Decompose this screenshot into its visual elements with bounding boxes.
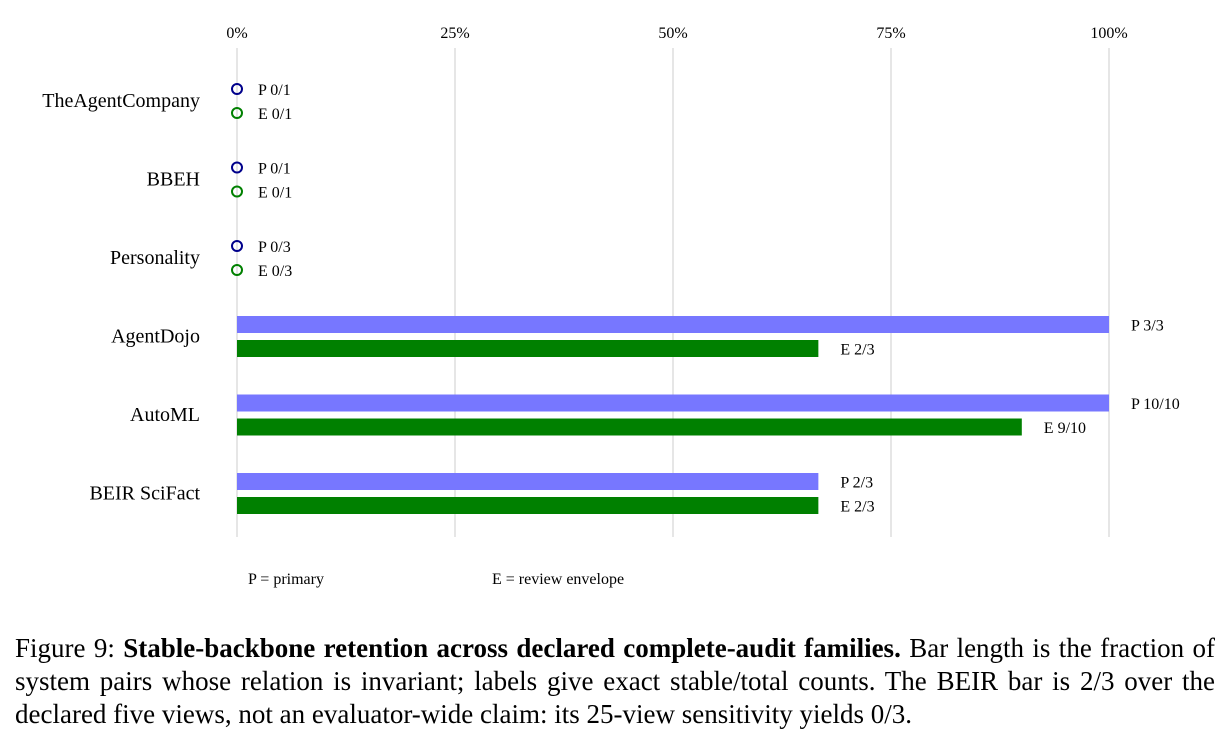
caption-prefix: Figure 9: (15, 633, 124, 663)
bar-value-label: P 10/10 (1131, 396, 1180, 413)
bar-value-label: P 0/3 (258, 239, 291, 256)
zero-marker-e (231, 264, 243, 276)
category-label: Personality (110, 247, 200, 269)
x-tick-label: 100% (1090, 25, 1127, 42)
caption-body: Bar length is the fraction of system pai… (15, 633, 1215, 729)
bar-value-label: E 2/3 (840, 342, 874, 359)
bar-value-label: E 0/1 (258, 106, 292, 123)
x-tick-label: 50% (658, 25, 687, 42)
bar-value-label: P 0/1 (258, 82, 291, 99)
bar-e (237, 497, 819, 514)
bar-value-label: E 0/1 (258, 185, 292, 202)
bar-p (237, 473, 819, 490)
category-label: BEIR SciFact (89, 483, 200, 505)
legend-entry: P = primary (248, 571, 324, 588)
category-label: TheAgentCompany (42, 90, 200, 112)
x-tick-label: 0% (226, 25, 247, 42)
bar-p (237, 394, 1109, 412)
bar-e (237, 418, 1022, 436)
legend-entry: E = review envelope (492, 571, 624, 588)
x-tick-label: 75% (876, 25, 905, 42)
zero-marker-e (231, 107, 243, 119)
bar-value-label: P 0/1 (258, 161, 291, 178)
x-tick-label: 25% (440, 25, 469, 42)
bar-value-label: E 9/10 (1044, 420, 1086, 437)
caption-title: Stable-backbone retention across declare… (123, 633, 901, 663)
chart: 0% 25% 50% 75% 100% TheAgentCompany P 0/1 E 0/1… (42, 25, 1180, 588)
bar-value-label: E 0/3 (258, 263, 292, 280)
bar-p (237, 316, 1109, 333)
category-label: AutoML (130, 404, 200, 426)
bar-value-label: P 2/3 (840, 475, 873, 492)
zero-marker-p (231, 83, 243, 95)
category-label: AgentDojo (111, 326, 200, 348)
category-label: BBEH (147, 169, 200, 191)
figure-caption: Figure 9: Stable-backbone retention acro… (15, 632, 1215, 731)
zero-marker-e (231, 185, 243, 198)
zero-marker-p (231, 161, 243, 174)
bar-value-label: P 3/3 (1131, 318, 1164, 335)
bar-e (237, 340, 819, 357)
bar-value-label: E 2/3 (840, 499, 874, 516)
zero-marker-p (231, 240, 243, 252)
